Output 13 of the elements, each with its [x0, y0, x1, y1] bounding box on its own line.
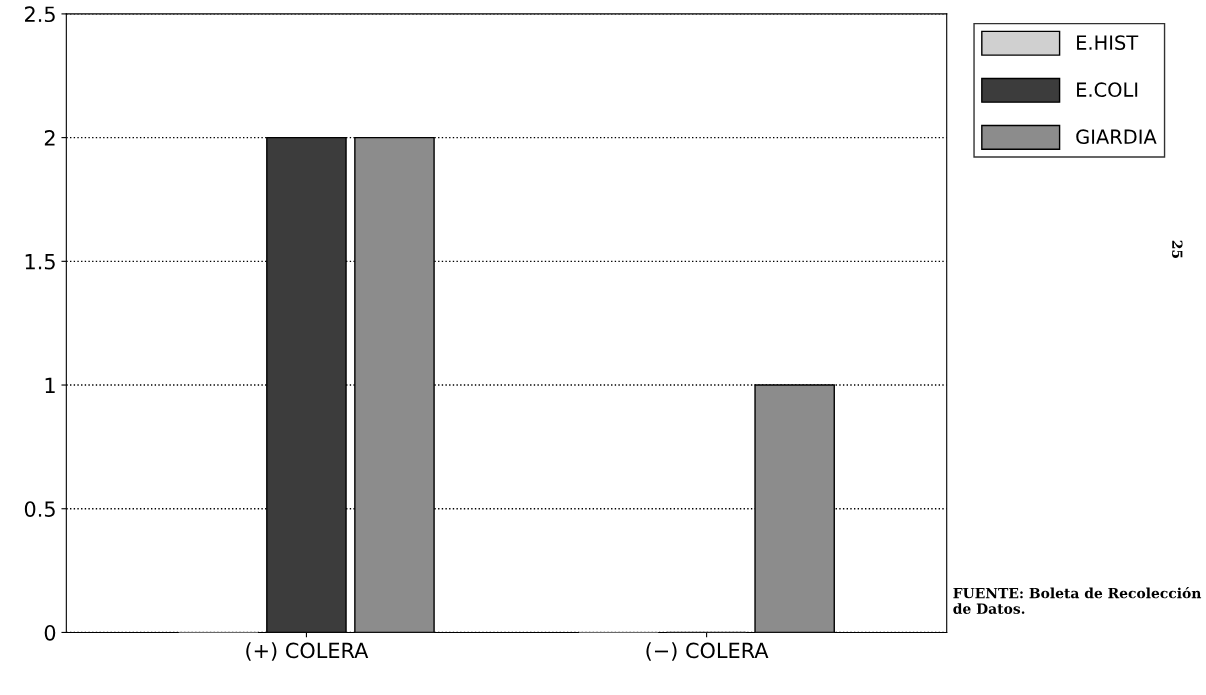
text: 25 [1172, 240, 1183, 259]
y-tick-label: 1.5 [25, 254, 55, 270]
y-tick-label: 2.5 [25, 6, 55, 23]
source-note: FUENTE: Boleta de Recolección de Datos. [953, 587, 1202, 614]
y-tick-label: 2 [44, 130, 55, 146]
legend-label: GIARDIA [1076, 129, 1157, 145]
legend-label: E.HIST [1077, 35, 1139, 50]
x-tick-label: (+) COLERA [246, 642, 369, 661]
y-tick-label: 1 [45, 377, 55, 393]
y-tick-label: 0 [44, 624, 56, 641]
y-tick-label: 0.5 [24, 501, 55, 517]
x-tick-label: (−) COLERA [646, 642, 769, 661]
legend-label: E.COLI [1077, 82, 1138, 98]
